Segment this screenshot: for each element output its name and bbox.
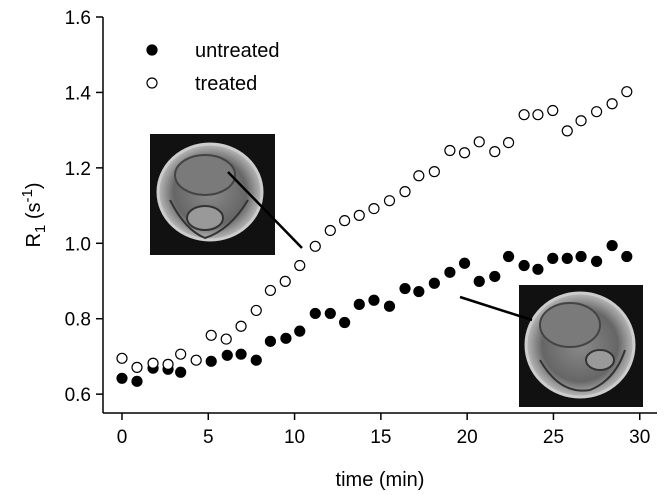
data-point xyxy=(339,215,351,227)
data-point xyxy=(131,361,143,373)
x-tick-label: 10 xyxy=(284,427,305,448)
data-point xyxy=(502,136,515,149)
data-point xyxy=(190,354,202,366)
data-point xyxy=(399,186,411,198)
data-point xyxy=(294,259,306,272)
y-tick-label: 1.0 xyxy=(65,234,91,255)
data-point xyxy=(235,320,247,332)
data-point xyxy=(621,86,633,98)
data-point xyxy=(205,329,217,341)
data-point xyxy=(399,282,411,295)
y-tick-label: 1.4 xyxy=(65,83,92,104)
legend-marker xyxy=(146,77,158,89)
data-point xyxy=(116,352,128,364)
y-tick-label: 1.6 xyxy=(65,8,91,29)
x-tick-label: 20 xyxy=(457,427,478,448)
legend-label: untreated xyxy=(195,40,280,62)
data-point xyxy=(250,354,262,366)
data-point xyxy=(175,366,187,378)
data-point xyxy=(324,307,336,320)
data-point xyxy=(175,348,187,360)
data-point xyxy=(532,263,544,275)
data-point xyxy=(162,358,174,370)
data-point xyxy=(606,98,618,110)
data-point xyxy=(575,250,587,263)
data-point xyxy=(309,307,321,320)
x-tick-label: 0 xyxy=(117,427,128,448)
data-point xyxy=(339,316,351,329)
data-point xyxy=(413,285,425,298)
data-point xyxy=(413,170,425,182)
data-point xyxy=(116,372,128,384)
data-point xyxy=(264,335,277,347)
x-axis-label: time (min) xyxy=(336,469,425,491)
legend-marker xyxy=(146,44,158,56)
data-point xyxy=(532,109,544,121)
data-point xyxy=(518,259,530,272)
data-point xyxy=(147,357,159,369)
data-point xyxy=(280,332,292,344)
legend-label: treated xyxy=(195,73,257,95)
data-point xyxy=(353,209,365,221)
data-point xyxy=(131,375,143,387)
mri-inset xyxy=(519,285,643,407)
data-point xyxy=(428,166,440,178)
arrow xyxy=(459,295,533,322)
mri-inset xyxy=(150,134,275,255)
data-point xyxy=(309,240,321,252)
data-point xyxy=(590,255,603,267)
data-point xyxy=(606,239,618,252)
data-point xyxy=(621,250,633,263)
data-point xyxy=(264,284,277,297)
data-point xyxy=(368,202,380,215)
data-point xyxy=(473,136,485,148)
data-point xyxy=(547,252,559,264)
data-point xyxy=(368,294,380,306)
x-tick-label: 15 xyxy=(370,427,391,448)
data-point xyxy=(353,298,365,310)
data-point xyxy=(547,104,559,117)
data-point xyxy=(221,349,233,361)
data-point xyxy=(561,125,573,137)
data-point xyxy=(279,275,291,287)
x-tick-label: 25 xyxy=(543,427,564,448)
data-point xyxy=(502,250,515,263)
data-point xyxy=(575,115,587,127)
y-axis-label: R1 (s-1) xyxy=(19,182,49,247)
data-point xyxy=(458,257,471,269)
data-point xyxy=(383,195,396,207)
x-tick-label: 5 xyxy=(203,427,214,448)
data-point xyxy=(250,304,262,317)
data-point xyxy=(489,146,501,158)
data-point xyxy=(473,275,485,287)
y-tick-label: 1.2 xyxy=(65,159,91,180)
arrow xyxy=(227,171,303,249)
data-point xyxy=(220,333,232,345)
data-point xyxy=(324,224,336,237)
data-point xyxy=(561,252,573,264)
data-point xyxy=(590,106,603,118)
data-point xyxy=(205,355,217,367)
y-tick-label: 0.6 xyxy=(65,385,91,406)
data-point xyxy=(383,300,396,312)
data-point xyxy=(428,277,440,289)
y-tick-label: 0.8 xyxy=(65,310,91,331)
data-point xyxy=(458,147,471,159)
data-point xyxy=(235,348,247,360)
data-point xyxy=(444,266,456,278)
data-point xyxy=(518,109,530,121)
data-point xyxy=(444,144,456,157)
x-tick-label: 30 xyxy=(629,427,650,448)
data-point xyxy=(294,325,306,337)
data-point xyxy=(489,270,501,283)
